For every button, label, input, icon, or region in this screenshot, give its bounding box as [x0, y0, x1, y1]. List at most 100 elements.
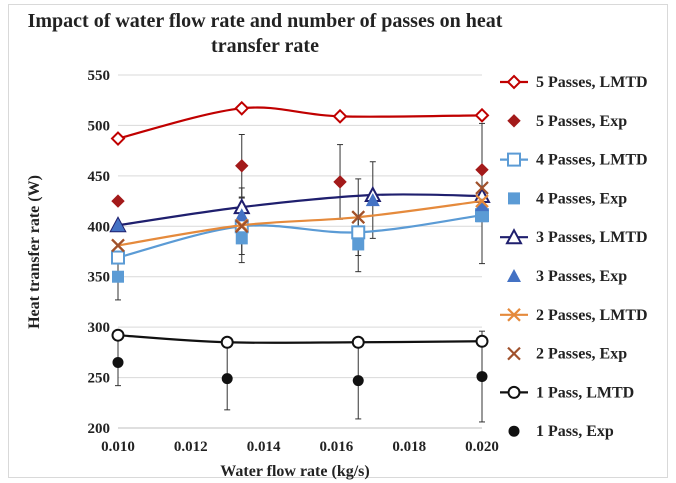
- legend-marker: [508, 425, 520, 437]
- legend: 5 Passes, LMTD 5 Passes, Exp 4 Passes, LMT…: [500, 74, 648, 440]
- data-point: [351, 335, 365, 349]
- data-point: [352, 375, 364, 387]
- legend-marker: [505, 228, 523, 245]
- data-point: [221, 373, 233, 385]
- legend-label: 2 Passes, Exp: [536, 346, 627, 363]
- series-5: [111, 193, 489, 232]
- data-point: [112, 356, 124, 368]
- legend-item: 4 Passes, Exp: [508, 190, 627, 207]
- data-point: [110, 131, 126, 146]
- legend-marker: [507, 269, 521, 282]
- data-point: [235, 232, 248, 245]
- series-line: [117, 106, 483, 140]
- legend-label: 5 Passes, LMTD: [536, 74, 648, 91]
- legend-item: 1 Pass, Exp: [508, 423, 614, 440]
- legend-label: 2 Passes, LMTD: [536, 307, 648, 324]
- marker-stroke: [507, 308, 521, 322]
- data-point: [475, 334, 489, 348]
- series-line: [117, 334, 483, 344]
- data-point: [234, 208, 249, 222]
- legend-marker: [508, 192, 520, 205]
- legend-label: 1 Pass, Exp: [536, 423, 614, 440]
- chart-title: Impact of water flow rate and number of …: [28, 10, 503, 57]
- y-tick-label: 400: [88, 219, 111, 235]
- chart-title-line-1: Impact of water flow rate and number of …: [28, 10, 503, 32]
- marker-stroke: [475, 181, 489, 195]
- legend-label: 4 Passes, LMTD: [536, 152, 648, 169]
- data-point: [235, 159, 249, 173]
- marker-stroke: [475, 194, 489, 208]
- marker-stroke: [507, 346, 521, 361]
- data-point: [351, 225, 366, 240]
- x-tick-label: 0.014: [247, 439, 281, 455]
- y-tick-label: 300: [88, 320, 111, 336]
- legend-item: 2 Passes, LMTD: [500, 307, 648, 324]
- legend-label: 4 Passes, Exp: [536, 190, 627, 207]
- legend-marker: [507, 308, 521, 322]
- series-3: [112, 210, 488, 283]
- x-tick-label: 0.018: [392, 439, 426, 455]
- data-point: [475, 198, 489, 212]
- data-point: [234, 219, 249, 234]
- data-point: [333, 175, 347, 189]
- data-point: [352, 238, 365, 251]
- legend-label: 1 Pass, LMTD: [536, 384, 634, 401]
- data-point: [111, 250, 125, 265]
- legend-label: 5 Passes, Exp: [536, 113, 627, 130]
- marker-stroke: [111, 238, 125, 253]
- y-tick-label: 450: [88, 169, 111, 185]
- legend-item: 2 Passes, Exp: [507, 346, 627, 363]
- legend-marker: [507, 346, 521, 361]
- legend-label: 3 Passes, LMTD: [536, 229, 648, 246]
- data-point: [475, 181, 489, 195]
- x-tick-label: 0.012: [174, 439, 208, 455]
- x-axis-label: Water flow rate (kg/s): [220, 463, 369, 480]
- data-point: [476, 210, 488, 223]
- y-tick-label: 350: [88, 270, 111, 286]
- x-tick-label: 0.016: [320, 439, 354, 455]
- series-8: [111, 328, 489, 349]
- series-4: [109, 185, 491, 233]
- data-point: [475, 163, 489, 177]
- legend-marker: [507, 385, 521, 399]
- series-line: [117, 193, 483, 227]
- legend-marker: [507, 114, 521, 128]
- series-0: [110, 100, 490, 146]
- x-tick-label: 0.010: [101, 439, 135, 455]
- data-point: [112, 270, 124, 283]
- data-point: [475, 194, 489, 208]
- x-tick-label: 0.020: [465, 439, 499, 455]
- data-point: [111, 328, 125, 342]
- x-tick-labels: 0.010 0.012 0.014 0.016 0.018 0.020: [101, 439, 499, 455]
- y-tick-label: 200: [88, 421, 111, 437]
- y-tick-label: 250: [88, 371, 111, 387]
- series-7: [111, 181, 489, 253]
- data-point: [111, 194, 125, 208]
- chart-frame: [8, 4, 668, 478]
- legend-marker: [507, 152, 521, 167]
- series-layer: [109, 100, 491, 387]
- data-point: [474, 107, 490, 123]
- marker-stroke: [234, 219, 249, 234]
- legend-item: 4 Passes, LMTD: [500, 152, 648, 169]
- legend-item: 5 Passes, Exp: [507, 113, 627, 130]
- data-point: [220, 335, 234, 349]
- y-tick-labels: 200 250 300 350 400 450 500 550: [88, 68, 111, 437]
- gridlines: [118, 74, 482, 379]
- data-point: [111, 238, 125, 253]
- legend-item: 5 Passes, LMTD: [500, 74, 648, 91]
- series-line: [117, 199, 483, 247]
- legend-item: 1 Pass, LMTD: [500, 384, 634, 401]
- y-tick-label: 550: [88, 68, 111, 84]
- data-point: [351, 210, 366, 224]
- y-tick-label: 500: [88, 118, 111, 134]
- data-point: [234, 100, 250, 116]
- y-axis-label: Heat transfer rate (W): [26, 175, 43, 329]
- data-point: [365, 193, 380, 207]
- marker-stroke: [351, 210, 366, 224]
- series-line: [117, 214, 483, 259]
- legend-marker: [506, 74, 522, 90]
- data-point: [332, 108, 348, 124]
- series-9: [112, 356, 488, 387]
